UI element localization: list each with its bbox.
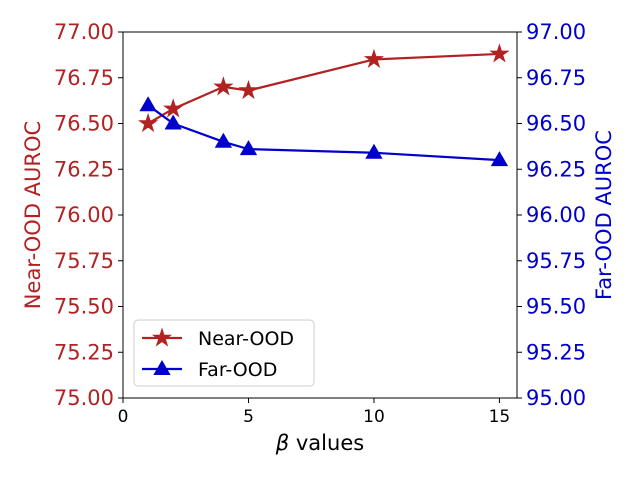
x-axis-label-text: values [289, 431, 364, 455]
data-point-far-ood [164, 114, 182, 130]
x-tick-label: 15 [489, 407, 511, 427]
y-left-tick-label: 75.00 [54, 386, 114, 410]
y-left-tick-label: 76.00 [54, 203, 114, 227]
y-right-tick-label: 95.75 [526, 249, 586, 273]
legend-marker-near-ood [151, 327, 173, 347]
y-left-tick-label: 76.25 [54, 157, 114, 181]
y-right-tick-label: 96.00 [526, 203, 586, 227]
data-point-near-ood [489, 43, 510, 63]
y-right-tick-label: 95.25 [526, 340, 586, 364]
data-point-near-ood [138, 112, 159, 133]
data-point-near-ood [238, 79, 259, 100]
data-point-far-ood [365, 143, 383, 159]
series-line-far-ood [147, 104, 500, 162]
y-right-tick-label: 95.00 [526, 386, 586, 410]
data-point-near-ood [213, 76, 234, 96]
y-right-tick-label: 96.50 [526, 112, 586, 136]
data-point-far-ood [490, 151, 509, 167]
y-right-tick-label: 95.50 [526, 295, 586, 319]
y-left-tick-label: 76.75 [54, 66, 114, 90]
x-axis-label-symbol: β [275, 431, 289, 455]
x-tick-label: 5 [243, 407, 254, 427]
y-left-tick-label: 76.50 [54, 112, 114, 136]
x-axis-label: β values [275, 431, 364, 455]
y-right-tick-label: 96.75 [526, 66, 586, 90]
data-point-near-ood [163, 98, 184, 118]
legend-label-far-ood: Far-OOD [198, 359, 277, 381]
data-point-far-ood [139, 96, 157, 112]
series-line-near-ood [147, 52, 500, 125]
legend-marker-far-ood [153, 359, 171, 375]
y-right-tick-label: 97.00 [526, 20, 586, 44]
data-point-near-ood [363, 48, 385, 69]
legend-label-near-ood: Near-OOD [198, 328, 294, 350]
x-tick-label: 10 [363, 407, 385, 427]
x-tick-label: 0 [118, 407, 129, 427]
y-axis-left-label: Near-OOD AUROC [21, 121, 45, 309]
y-left-tick-label: 77.00 [54, 20, 114, 44]
y-left-tick-label: 75.50 [54, 295, 114, 319]
y-axis-right-label: Far-OOD AUROC [592, 130, 616, 300]
data-point-far-ood [214, 132, 233, 148]
y-left-tick-label: 75.25 [54, 340, 114, 364]
plot-area: 0 5 10 15 75.00 75.25 75.50 75.75 76.00 76.25 76.5… [54, 20, 586, 427]
y-left-tick-label: 75.75 [54, 249, 114, 273]
data-point-far-ood [239, 140, 258, 156]
y-right-tick-label: 96.25 [526, 157, 586, 181]
